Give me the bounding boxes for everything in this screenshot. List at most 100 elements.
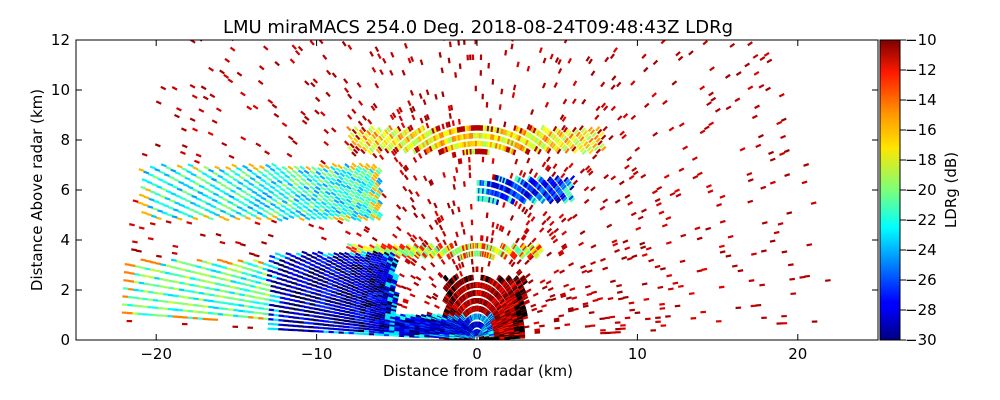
radar-cell	[383, 329, 390, 333]
radar-cell	[378, 289, 385, 294]
radar-cell	[339, 270, 346, 274]
radar-cell	[193, 210, 200, 214]
radar-cell	[339, 303, 346, 307]
radar-cell	[293, 303, 300, 307]
radar-cell	[218, 289, 225, 293]
radar-cell	[363, 282, 370, 287]
radar-cell	[269, 298, 275, 302]
radar-cell	[298, 308, 305, 312]
radar-cell	[761, 316, 767, 320]
radar-cell	[129, 223, 135, 227]
radar-cell	[230, 274, 237, 278]
radar-cell	[211, 263, 218, 267]
radar-cell	[182, 212, 189, 217]
radar-cell	[534, 331, 541, 334]
radar-cell	[298, 316, 304, 320]
radar-cell	[313, 330, 319, 333]
radar-cell	[229, 291, 235, 295]
radar-cell	[158, 285, 165, 288]
radar-cell	[299, 304, 305, 308]
radar-cell	[278, 300, 285, 304]
radar-cell	[385, 306, 392, 310]
radar-cell	[318, 319, 324, 323]
radar-cell	[144, 267, 151, 271]
radar-cell	[314, 265, 321, 270]
radar-cell	[279, 296, 286, 300]
radar-cell	[303, 268, 310, 273]
radar-cell	[222, 260, 228, 264]
radar-cell	[341, 290, 348, 295]
radar-cell	[197, 317, 203, 320]
radar-cell	[402, 299, 409, 304]
radar-cell	[310, 295, 316, 299]
radar-cell	[261, 241, 268, 245]
radar-cell	[194, 203, 201, 208]
radar-cell	[275, 281, 282, 285]
radar-cell	[255, 280, 262, 285]
radar-cell	[267, 327, 274, 330]
radar-cell	[123, 279, 130, 282]
radar-cell	[257, 265, 264, 270]
radar-cell	[187, 214, 194, 219]
radar-cell	[136, 249, 142, 253]
radar-cell	[126, 311, 133, 315]
radar-cell	[368, 320, 375, 324]
radar-cell	[156, 185, 163, 189]
radar-cell	[224, 211, 231, 216]
radar-cell	[474, 125, 478, 131]
radar-cell	[329, 268, 336, 273]
radar-cell	[359, 311, 366, 315]
radar-cell	[319, 263, 326, 268]
radar-cell	[361, 292, 368, 297]
radar-cell	[328, 275, 335, 279]
radar-cell	[217, 307, 224, 310]
radar-cell	[302, 272, 309, 277]
radar-cell	[391, 302, 398, 307]
radar-cell	[377, 294, 384, 298]
radar-cell	[310, 287, 317, 292]
radar-cell	[174, 201, 180, 205]
radar-cell	[178, 281, 185, 285]
radar-cell	[228, 296, 235, 300]
radar-cell	[154, 269, 161, 273]
radar-cell	[328, 330, 334, 334]
radar-cell	[267, 322, 274, 326]
radar-cell	[349, 305, 356, 309]
radar-cell	[297, 325, 304, 328]
radar-cell	[309, 299, 316, 303]
radar-cell	[358, 329, 365, 333]
radar-cell	[171, 251, 178, 255]
radar-cell	[297, 329, 304, 332]
radar-cell	[132, 304, 138, 307]
radar-cell	[157, 299, 164, 303]
radar-cell	[154, 192, 161, 197]
radar-cell	[297, 274, 304, 279]
radar-cell	[172, 244, 179, 249]
y-tick-label: 2	[60, 281, 70, 299]
radar-cell	[301, 280, 308, 284]
radar-cell	[185, 199, 192, 203]
radar-cell	[242, 315, 249, 319]
radar-cell	[276, 276, 283, 281]
radar-cell	[268, 313, 274, 316]
radar-cell	[352, 285, 359, 290]
radar-cell	[159, 270, 166, 274]
radar-cell	[329, 303, 336, 307]
radar-cell	[248, 310, 254, 314]
radar-cell	[655, 320, 661, 324]
radar-cell	[324, 306, 331, 310]
radar-cell	[600, 331, 606, 335]
radar-cell	[231, 268, 237, 272]
radar-cell	[148, 290, 154, 294]
radar-cell	[164, 196, 171, 201]
radar-cell	[293, 320, 299, 324]
radar-cell	[147, 305, 153, 309]
radar-cell	[334, 270, 341, 275]
radar-cell	[334, 308, 341, 312]
radar-cell	[390, 306, 397, 310]
radar-cell	[263, 302, 270, 306]
radar-cell	[182, 309, 189, 312]
radar-cell	[379, 318, 385, 321]
radar-cell	[374, 319, 380, 323]
radar-cell	[142, 203, 149, 207]
